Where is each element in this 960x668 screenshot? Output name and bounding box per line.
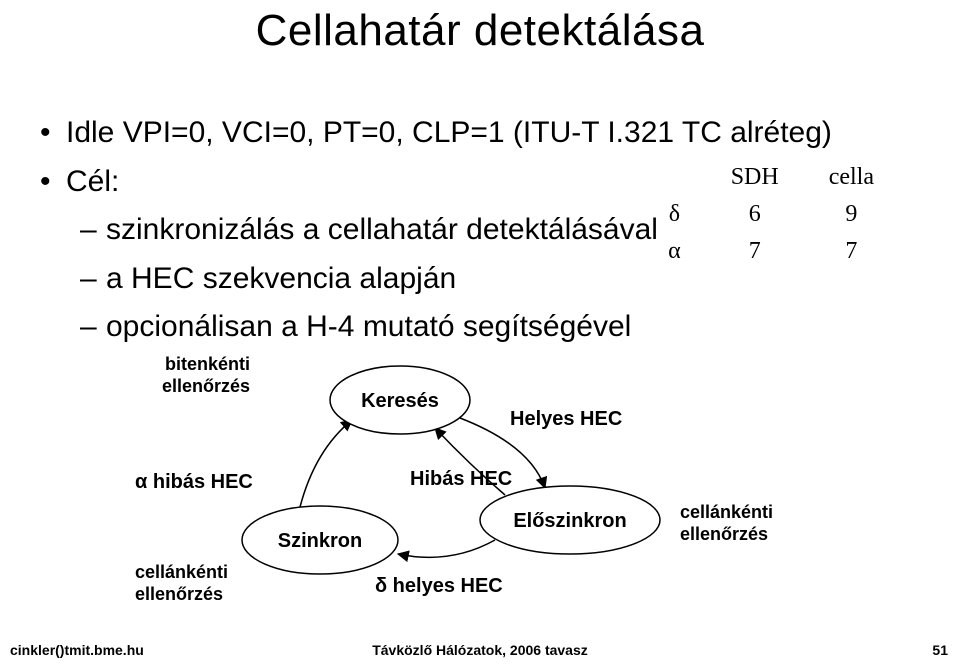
- table-cell: 7: [805, 234, 898, 269]
- table-cell: α: [644, 234, 705, 269]
- label-alpha-hibas: α hibás HEC: [135, 471, 253, 493]
- table-cell: 6: [707, 197, 803, 232]
- label-hibas-hec: Hibás HEC: [410, 468, 512, 490]
- node-sync-label: Szinkron: [278, 530, 362, 552]
- table-cell: cella: [805, 160, 898, 195]
- table-cell: SDH: [707, 160, 803, 195]
- label-bitcheck-1: bitenkénti: [165, 354, 250, 374]
- table-row: SDH cella: [644, 160, 898, 195]
- label-bitcheck-2: ellenőrzés: [162, 376, 250, 396]
- label-cellcheck-left-1: cellánkénti: [135, 562, 228, 582]
- label-cellcheck-right-2: ellenőrzés: [680, 524, 768, 544]
- table-row: δ 6 9: [644, 197, 898, 232]
- footer-right: 51: [932, 642, 948, 658]
- table-cell: 7: [707, 234, 803, 269]
- table-cell: [644, 160, 705, 195]
- slide-title: Cellahatár detektálása: [0, 6, 960, 56]
- state-diagram: Keresés Előszinkron Szinkron bitenkénti …: [100, 340, 820, 620]
- footer-center: Távközlő Hálózatok, 2006 tavasz: [0, 642, 960, 658]
- edge-sync-search: [300, 420, 352, 507]
- table-row: α 7 7: [644, 234, 898, 269]
- param-table: SDH cella δ 6 9 α 7 7: [642, 158, 900, 271]
- node-presync-label: Előszinkron: [513, 510, 626, 532]
- table-cell: 9: [805, 197, 898, 232]
- label-helyes-hec: Helyes HEC: [510, 408, 622, 430]
- label-cellcheck-left-2: ellenőrzés: [135, 584, 223, 604]
- node-search-label: Keresés: [361, 390, 439, 412]
- label-cellcheck-right-1: cellánkénti: [680, 502, 773, 522]
- label-delta-helyes: δ helyes HEC: [375, 575, 503, 597]
- edge-presync-sync: [398, 540, 495, 557]
- bullet-l1-idle: Idle VPI=0, VCI=0, PT=0, CLP=1 (ITU-T I.…: [40, 110, 832, 157]
- table-cell: δ: [644, 197, 705, 232]
